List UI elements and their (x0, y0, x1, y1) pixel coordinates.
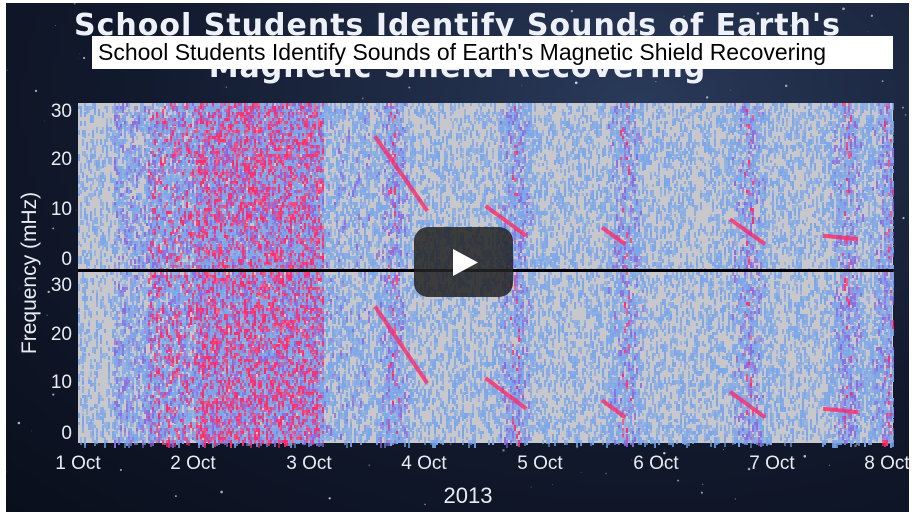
y-tick-top-10: 10 (42, 199, 72, 221)
y-tick-bottom-20: 20 (42, 324, 72, 346)
play-button[interactable] (414, 227, 513, 297)
x-tick-6-oct: 6 Oct (633, 453, 678, 475)
spectrogram-bottom-panel (78, 272, 894, 448)
y-tick-top-0: 0 (42, 249, 72, 271)
x-tick-7-oct: 7 Oct (749, 453, 794, 475)
x-axis-label: 2013 (444, 483, 493, 509)
play-icon (414, 227, 513, 297)
x-tick-4-oct: 4 Oct (401, 453, 446, 475)
x-tick-1-oct: 1 Oct (55, 453, 100, 475)
video-frame[interactable]: School Students Identify Sounds of Earth… (6, 3, 909, 512)
video-title-overlay[interactable]: School Students Identify Sounds of Earth… (92, 36, 893, 69)
x-tick-2-oct: 2 Oct (170, 453, 215, 475)
x-tick-3-oct: 3 Oct (286, 453, 331, 475)
y-tick-bottom-30: 30 (42, 275, 72, 297)
y-tick-top-20: 20 (42, 149, 72, 171)
x-tick-8-oct: 8 Oct (864, 453, 909, 475)
y-axis-label: Frequency (mHz) (18, 192, 42, 354)
y-tick-bottom-0: 0 (42, 423, 72, 445)
y-tick-bottom-10: 10 (42, 372, 72, 394)
y-tick-top-30: 30 (42, 101, 72, 123)
x-tick-5-oct: 5 Oct (517, 453, 562, 475)
